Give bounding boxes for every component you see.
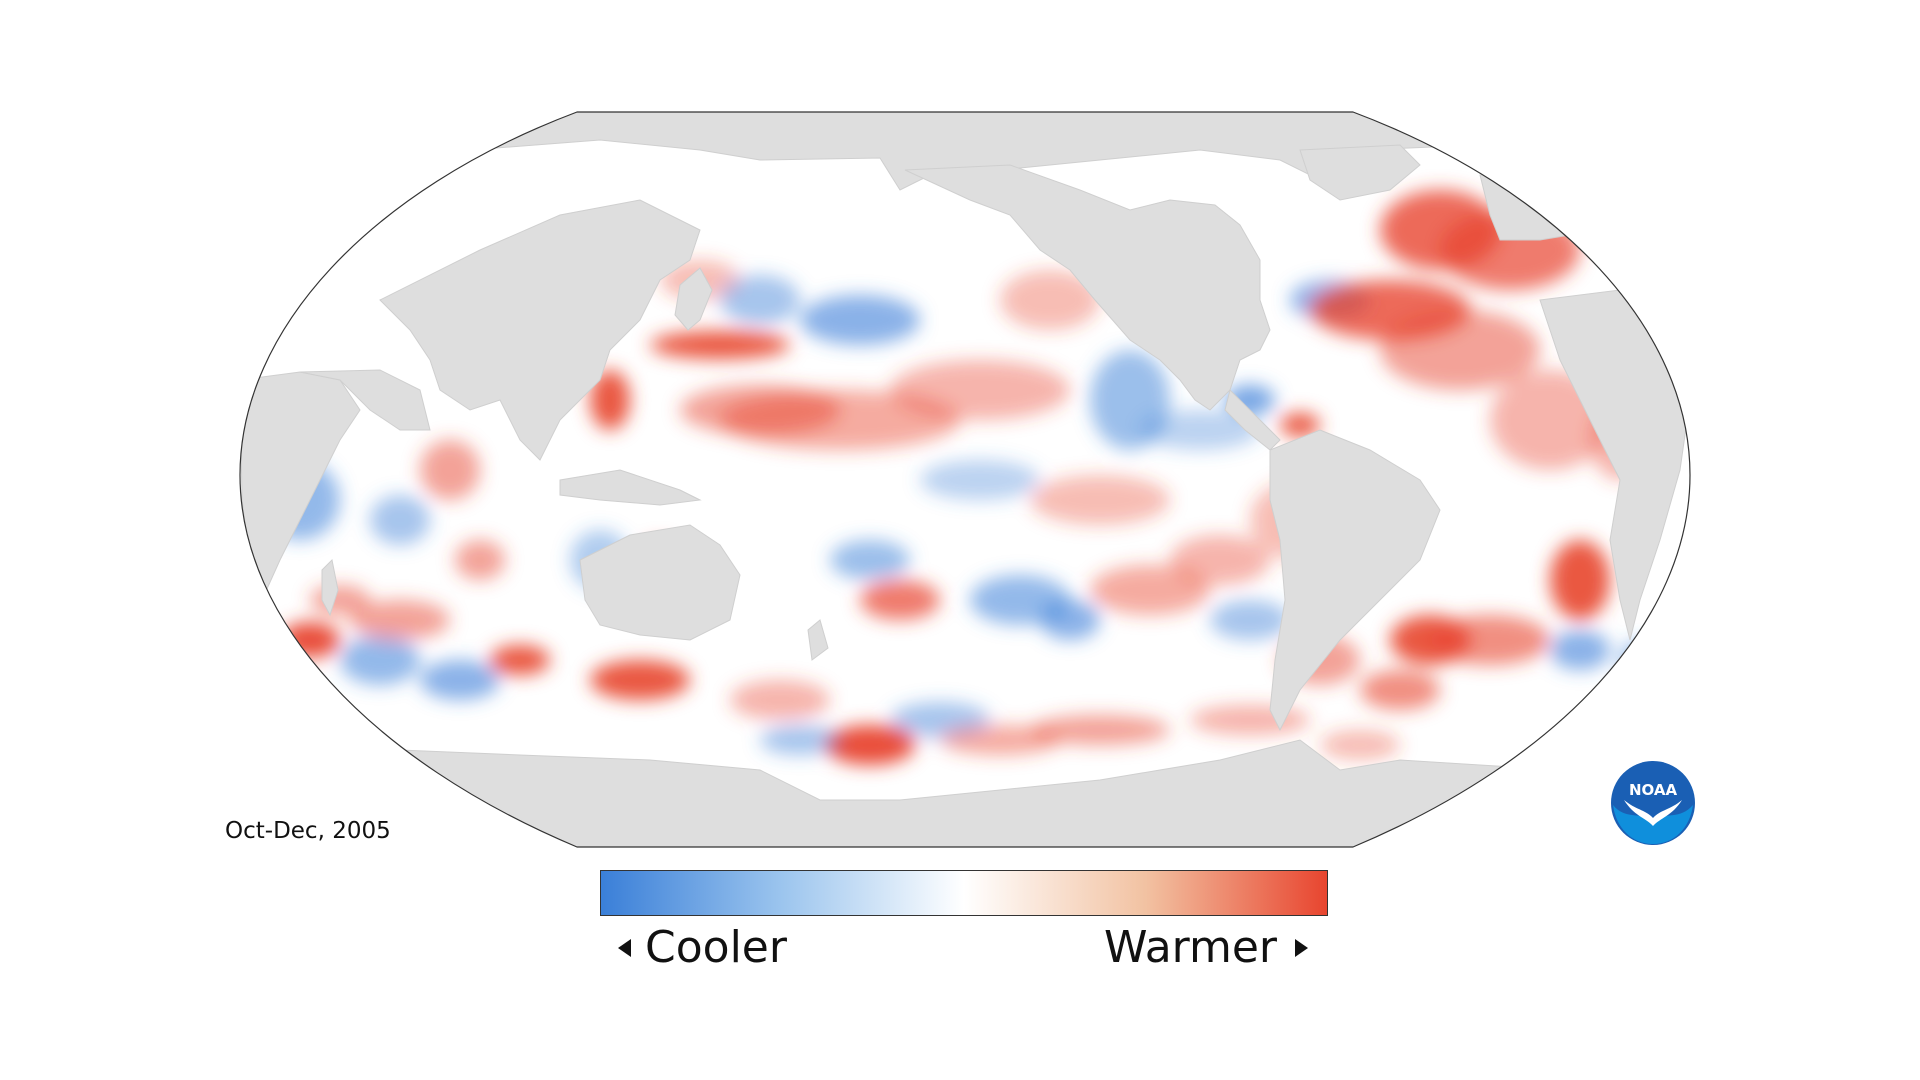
warm-anomaly-patch bbox=[1000, 270, 1100, 330]
warm-anomaly-patch bbox=[680, 385, 840, 435]
warm-anomaly-patch bbox=[350, 600, 450, 640]
cool-anomaly-patch bbox=[340, 635, 420, 685]
south-america-land bbox=[1269, 429, 1441, 732]
australia-land bbox=[579, 524, 741, 641]
warm-anomaly-patch bbox=[590, 660, 690, 700]
warm-anomaly-patch bbox=[420, 440, 480, 500]
asia-land bbox=[379, 199, 701, 461]
cool-anomaly-patch bbox=[920, 460, 1040, 500]
warm-anomaly-patch bbox=[490, 645, 550, 675]
map-area bbox=[240, 112, 1690, 847]
legend-warmer-label: Warmer bbox=[1104, 922, 1277, 973]
warm-anomaly-patch bbox=[455, 540, 505, 580]
period-label: Oct-Dec, 2005 bbox=[225, 818, 391, 844]
warm-anomaly-patch bbox=[825, 725, 915, 765]
legend-cooler: Cooler bbox=[618, 922, 787, 973]
japan-land bbox=[674, 267, 713, 331]
warm-anomaly-patch bbox=[1030, 475, 1170, 525]
map-outline bbox=[239, 111, 1691, 848]
cool-anomaly-patch bbox=[760, 725, 840, 755]
warm-anomaly-patch bbox=[650, 331, 790, 359]
warm-anomaly-patch bbox=[590, 370, 630, 430]
warm-anomaly-patch bbox=[1320, 730, 1400, 760]
warm-anomaly-patch bbox=[1170, 535, 1270, 585]
cool-anomaly-patch bbox=[1040, 600, 1100, 640]
warm-anomaly-patch bbox=[730, 680, 830, 720]
warm-anomaly-patch bbox=[1550, 540, 1610, 620]
warm-anomaly-patch bbox=[1380, 310, 1540, 390]
warm-anomaly-patch bbox=[1430, 615, 1550, 665]
cool-anomaly-patch bbox=[720, 275, 800, 325]
arabia-land bbox=[299, 369, 431, 431]
color-legend-bar bbox=[600, 870, 1328, 916]
cool-anomaly-patch bbox=[1550, 630, 1610, 670]
warm-anomaly-patch bbox=[1190, 705, 1310, 735]
cool-anomaly-patch bbox=[1140, 410, 1260, 450]
warm-anomaly-patch bbox=[1030, 715, 1170, 745]
new-zealand-land bbox=[807, 619, 829, 661]
cool-anomaly-patch bbox=[370, 495, 430, 545]
cool-anomaly-patch bbox=[1620, 640, 1660, 680]
cool-anomaly-patch bbox=[420, 660, 500, 700]
warm-anomaly-patch bbox=[1090, 565, 1210, 615]
cool-anomaly-patch bbox=[830, 540, 910, 580]
europe-land bbox=[1479, 164, 1601, 241]
arrow-right-icon bbox=[1295, 938, 1308, 957]
legend-warmer: Warmer bbox=[1104, 922, 1308, 973]
warm-anomaly-patch bbox=[940, 725, 1060, 755]
legend-cooler-label: Cooler bbox=[645, 922, 787, 973]
warm-anomaly-patch bbox=[890, 360, 1070, 420]
noaa-logo-icon: NOAA bbox=[1611, 761, 1695, 845]
north-america-land bbox=[904, 164, 1271, 411]
warm-anomaly-patch bbox=[1280, 413, 1320, 437]
greenland-land bbox=[1299, 144, 1421, 201]
indonesia-land bbox=[559, 469, 702, 506]
warm-anomaly-patch bbox=[1360, 670, 1440, 710]
warm-anomaly-patch bbox=[280, 622, 340, 658]
arrow-left-icon bbox=[618, 938, 631, 957]
madagascar-land bbox=[321, 558, 339, 617]
logo-text: NOAA bbox=[1629, 781, 1678, 799]
cool-anomaly-patch bbox=[1210, 600, 1290, 640]
warm-anomaly-patch bbox=[860, 580, 940, 620]
cool-anomaly-patch bbox=[800, 295, 920, 345]
